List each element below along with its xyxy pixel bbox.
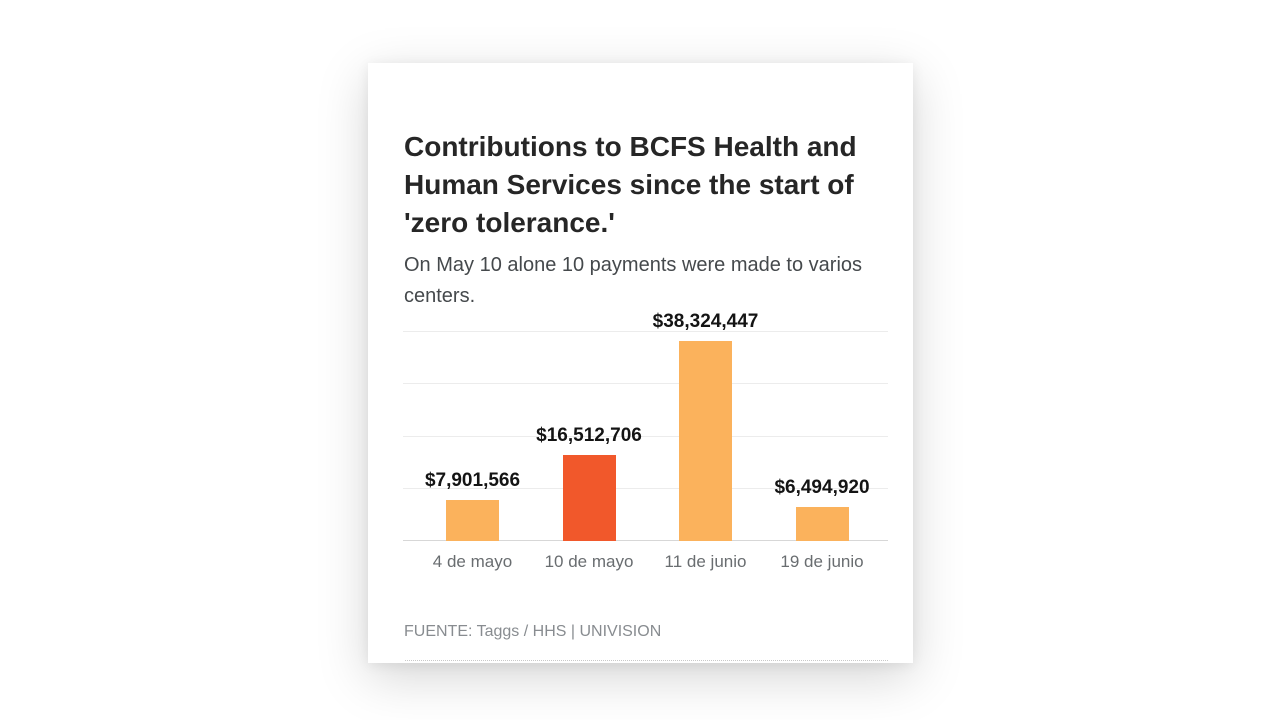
- x-axis-label: 19 de junio: [780, 552, 864, 571]
- gridline: [403, 435, 888, 437]
- bar-4-de-mayo: [446, 500, 499, 541]
- x-axis-label: 10 de mayo: [544, 552, 634, 571]
- source-attribution: FUENTE: Taggs / HHS | UNIVISION: [404, 623, 662, 640]
- bottom-dotted-divider: [405, 660, 888, 661]
- bar-19-de-junio: [795, 507, 849, 541]
- chart-card: Contributions to BCFS Health and Human S…: [368, 63, 913, 663]
- plot-area: $7,901,566 4 de mayo $16,512,706 10 de mayo…: [403, 311, 888, 571]
- bar-10-de-mayo: [562, 455, 616, 541]
- bar-11-de-junio: [679, 341, 732, 541]
- chart-title: Contributions to BCFS Health and Human S…: [404, 131, 857, 238]
- bar-value-label: $16,512,706: [536, 425, 642, 446]
- x-axis-label: 11 de junio: [664, 552, 747, 571]
- x-axis-label: 4 de mayo: [432, 552, 513, 571]
- bar-value-label: $6,494,920: [774, 477, 870, 498]
- bar-value-label: $7,901,566: [424, 470, 521, 491]
- gridline: [403, 383, 888, 385]
- chart-subtitle: On May 10 alone 10 payments were made to…: [404, 254, 863, 307]
- bar-value-label: $38,324,447: [652, 311, 759, 332]
- x-axis-line: [403, 540, 888, 541]
- gridline: [403, 331, 888, 332]
- gridline: [403, 487, 888, 489]
